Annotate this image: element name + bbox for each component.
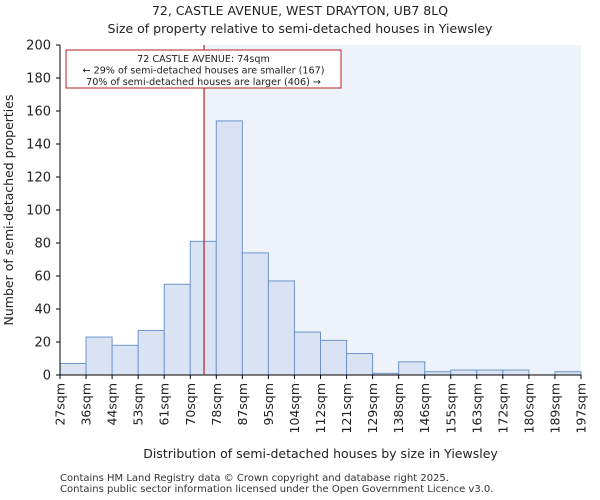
histogram-bar [267,280,295,376]
annotation-line: 70% of semi-detached houses are larger (… [86,77,321,88]
x-tick-label: 61sqm [157,383,172,426]
y-tick-label: 60 [34,270,51,285]
histogram-bar [398,361,426,376]
histogram-bar [59,362,87,376]
x-tick-label: 112sqm [313,383,328,433]
x-tick-label: 70sqm [183,383,198,426]
x-tick-label: 163sqm [469,383,484,433]
histogram-bar [137,329,165,376]
x-tick-label: 197sqm [574,383,589,433]
y-axis-label: Number of semi-detached properties [1,95,16,326]
x-tick-label: 104sqm [287,383,302,433]
footer-licence: Contains public sector information licen… [60,484,494,495]
x-tick-label: 146sqm [417,383,432,433]
x-tick-label: 78sqm [209,383,224,426]
footer-copyright: Contains HM Land Registry data © Crown c… [60,473,449,484]
y-tick-label: 180 [26,72,51,87]
y-tick-label: 160 [26,105,51,120]
x-tick-label: 27sqm [53,383,68,426]
histogram-bar [85,336,113,376]
x-tick-label: 180sqm [521,383,536,433]
chart-subtitle: Size of property relative to semi-detach… [107,21,493,36]
histogram-bar [241,252,269,376]
x-tick-label: 87sqm [235,383,250,426]
histogram-bar [320,339,348,376]
x-axis-label: Distribution of semi-detached houses by … [143,446,498,461]
y-tick-label: 200 [26,39,51,54]
chart-title: 72, CASTLE AVENUE, WEST DRAYTON, UB7 8LQ [151,3,449,18]
annotation-box [65,49,342,89]
x-tick-label: 155sqm [443,383,458,433]
histogram-bar [293,331,322,376]
x-tick-label: 189sqm [547,383,562,433]
y-tick-label: 120 [26,171,51,186]
histogram-bar [111,344,139,376]
histogram-bar [215,120,243,376]
histogram-bar [450,369,478,376]
x-tick-label: 44sqm [105,383,120,426]
x-tick-label: 53sqm [131,383,146,426]
x-tick-label: 95sqm [261,383,276,426]
y-tick-label: 80 [34,237,51,252]
x-tick-label: 129sqm [365,383,380,433]
x-tick-label: 138sqm [391,383,406,433]
x-tick-label: 121sqm [339,383,354,433]
histogram-bar [189,240,217,376]
histogram-bar [163,283,191,376]
annotation-line: ← 29% of semi-detached houses are smalle… [83,66,325,77]
histogram-bar [502,369,530,376]
annotation-line: 72 CASTLE AVENUE: 74sqm [137,54,270,65]
y-tick-label: 140 [26,138,51,153]
histogram-bar [346,353,374,376]
y-tick-label: 100 [26,204,51,219]
y-tick-label: 20 [34,336,51,351]
x-tick-label: 172sqm [495,383,510,433]
histogram-bar [476,369,504,376]
y-tick-label: 0 [43,369,51,384]
x-tick-label: 36sqm [79,383,94,426]
y-tick-label: 40 [34,303,51,318]
